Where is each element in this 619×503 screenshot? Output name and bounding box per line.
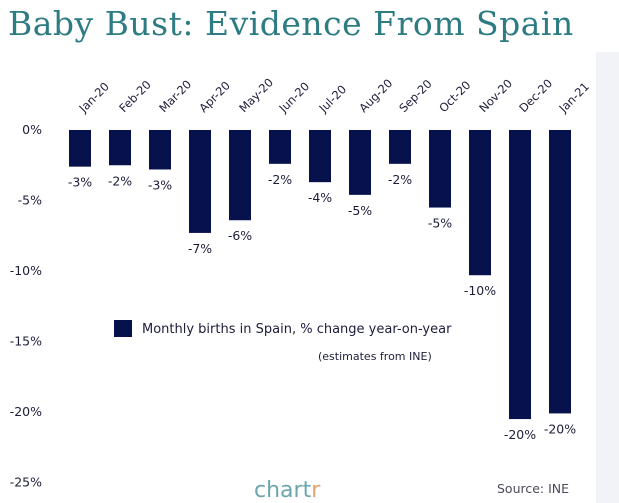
x-tick-label: Apr-20 xyxy=(196,78,233,115)
data-label: -20% xyxy=(504,427,536,442)
x-tick-label: Jun-20 xyxy=(276,79,313,116)
x-tick-label: Dec-20 xyxy=(516,76,555,115)
bar-dec-20 xyxy=(509,130,531,420)
x-tick-label: Jul-20 xyxy=(316,82,350,116)
bar-mar-20 xyxy=(149,130,171,170)
data-label: -4% xyxy=(308,190,332,205)
x-tick-label: Nov-20 xyxy=(476,76,515,115)
data-label: -2% xyxy=(388,172,412,187)
legend-label: Monthly births in Spain, % change year-o… xyxy=(142,322,452,337)
y-tick-label: -25% xyxy=(10,475,42,490)
source-note: Source: INE xyxy=(497,481,569,496)
y-tick-label: -10% xyxy=(10,263,42,278)
x-axis: Jan-20 Feb-20 Mar-20 Apr-20 May-20 Jun-20 Jul-… xyxy=(76,75,592,116)
y-tick-label: -5% xyxy=(18,193,42,208)
data-label: -5% xyxy=(428,216,452,231)
x-tick-label: Mar-20 xyxy=(156,77,194,115)
bar-jul-20 xyxy=(309,130,331,183)
y-axis: 0% -5% -10% -15% -20% -25% xyxy=(10,122,42,490)
bar-oct-20 xyxy=(429,130,451,208)
brand-main: chart xyxy=(254,478,312,503)
legend-note: (estimates from INE) xyxy=(318,350,432,363)
bar-jan-21 xyxy=(549,130,571,414)
bars xyxy=(69,130,571,420)
brand-logo: chartr xyxy=(254,478,321,503)
bar-feb-20 xyxy=(109,130,131,166)
x-tick-label: Jan-20 xyxy=(76,79,112,115)
bar-jun-20 xyxy=(269,130,291,164)
legend-swatch xyxy=(114,320,132,337)
data-label: -2% xyxy=(108,173,132,188)
bar-apr-20 xyxy=(189,130,211,233)
data-label: -3% xyxy=(148,177,172,192)
bar-jan-20 xyxy=(69,130,91,167)
data-label: -7% xyxy=(188,241,212,256)
page-edge xyxy=(596,52,619,503)
brand-accent: r xyxy=(311,478,321,503)
data-label: -6% xyxy=(228,228,252,243)
x-tick-label: Feb-20 xyxy=(116,78,154,116)
data-label: -10% xyxy=(464,283,496,298)
bar-nov-20 xyxy=(469,130,491,276)
data-label: -2% xyxy=(268,172,292,187)
y-tick-label: -15% xyxy=(10,334,42,349)
bar-aug-20 xyxy=(349,130,371,195)
y-tick-label: 0% xyxy=(22,122,42,137)
data-label: -5% xyxy=(348,203,372,218)
x-tick-label: May-20 xyxy=(236,75,276,115)
x-tick-label: Jan-21 xyxy=(556,79,592,115)
data-label: -20% xyxy=(544,421,576,436)
data-labels: -3% -2% -3% -7% -6% -2% -4% -5% -2% -5% -10% -20% -2… xyxy=(68,172,576,442)
x-tick-label: Oct-20 xyxy=(436,78,473,115)
legend: Monthly births in Spain, % change year-o… xyxy=(114,320,452,363)
footer: chartr Source: INE xyxy=(254,478,569,503)
x-tick-label: Sep-20 xyxy=(396,77,435,116)
y-tick-label: -20% xyxy=(10,404,42,419)
chart-title: Baby Bust: Evidence From Spain xyxy=(8,4,574,43)
x-tick-label: Aug-20 xyxy=(356,76,395,115)
bar-sep-20 xyxy=(389,130,411,164)
bar-may-20 xyxy=(229,130,251,221)
data-label: -3% xyxy=(68,175,92,190)
